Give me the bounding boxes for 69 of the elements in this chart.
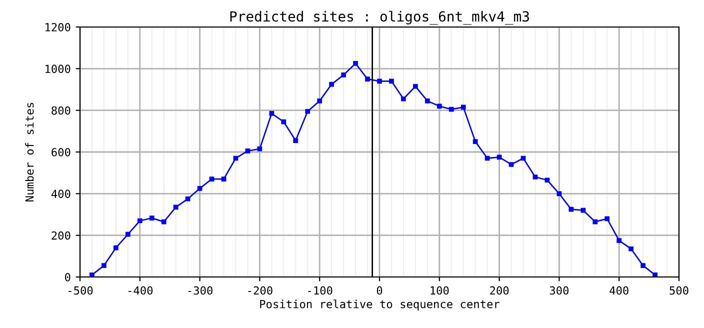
x-tick-label: 100 <box>430 286 449 295</box>
x-tick-label: -400 <box>128 286 153 295</box>
point <box>209 176 214 182</box>
point <box>592 219 598 224</box>
point <box>329 82 334 87</box>
y-tick-label: 800 <box>52 106 70 115</box>
x-tick-label: 0 <box>376 286 382 295</box>
x-tick-label: 400 <box>610 286 628 295</box>
point <box>544 178 550 183</box>
point <box>365 76 370 82</box>
point <box>652 272 658 277</box>
point <box>125 232 130 237</box>
point <box>317 98 322 104</box>
point <box>114 245 118 250</box>
point <box>293 138 298 143</box>
point <box>520 156 526 161</box>
point <box>233 156 238 161</box>
point <box>604 216 610 222</box>
point <box>137 218 142 224</box>
point <box>185 196 190 202</box>
point <box>245 148 250 154</box>
x-tick-label: -300 <box>188 286 212 295</box>
point <box>436 104 442 109</box>
point <box>173 204 178 210</box>
point <box>580 208 586 213</box>
y-axis-title: Number of sites <box>25 102 34 202</box>
point <box>496 154 502 160</box>
y-tick-label: 600 <box>52 148 70 156</box>
point <box>281 119 286 124</box>
point <box>401 96 406 102</box>
point <box>305 108 310 114</box>
y-tick-label: 400 <box>51 190 70 198</box>
point <box>532 174 538 180</box>
point <box>353 61 358 66</box>
x-tick-label: -100 <box>308 286 332 295</box>
x-tick-label: 500 <box>670 286 688 295</box>
x-tick-label: -500 <box>68 286 93 295</box>
chart-title: Predicted sites : oligos_6nt_mkv4_m3 <box>230 10 529 25</box>
point <box>221 176 226 182</box>
point <box>161 219 166 224</box>
x-tick-label: -200 <box>248 286 272 295</box>
point <box>90 272 94 277</box>
x-tick-label: 200 <box>490 286 509 295</box>
point <box>556 191 562 196</box>
point <box>413 84 418 89</box>
x-axis-title: Position relative to sequence center <box>260 300 500 310</box>
x-tick-label: 300 <box>550 286 569 295</box>
point <box>197 186 202 191</box>
y-tick-label: 200 <box>52 231 70 240</box>
point <box>269 111 274 116</box>
point <box>640 263 646 268</box>
point <box>389 78 394 84</box>
point <box>257 146 262 152</box>
point <box>628 246 634 252</box>
y-tick-label: 1000 <box>46 64 70 74</box>
point <box>341 72 346 78</box>
point <box>460 104 466 110</box>
point <box>484 156 490 161</box>
point <box>424 98 430 104</box>
y-tick-label: 1200 <box>46 23 70 32</box>
point <box>472 139 478 144</box>
point <box>377 78 382 84</box>
point <box>508 162 514 167</box>
point <box>448 106 454 112</box>
point <box>568 206 574 212</box>
y-tick-label: 0 <box>65 273 70 282</box>
point <box>149 216 154 220</box>
point <box>102 263 106 268</box>
point <box>616 238 622 243</box>
